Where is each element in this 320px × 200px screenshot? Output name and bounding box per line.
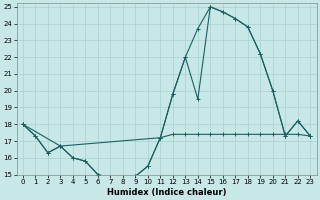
X-axis label: Humidex (Indice chaleur): Humidex (Indice chaleur) — [107, 188, 226, 197]
